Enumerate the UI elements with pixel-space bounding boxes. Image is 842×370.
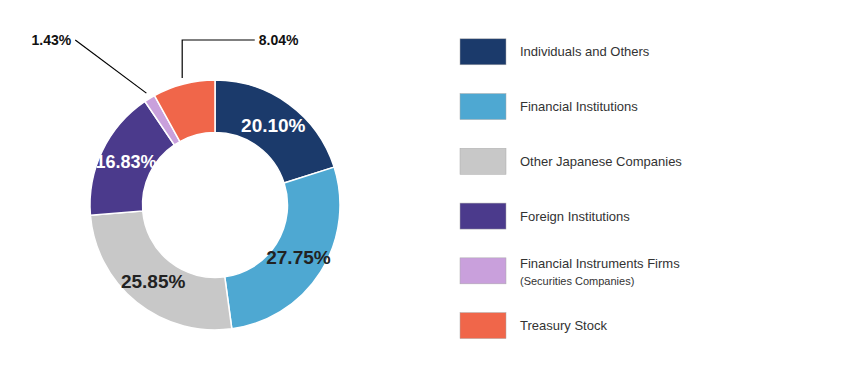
legend-item: Treasury Stock: [460, 313, 607, 339]
data-label: 20.10%: [241, 115, 306, 136]
data-labels: 20.10% 27.75% 25.85% 16.83% 1.43% 8.04%: [32, 32, 331, 292]
data-label: 8.04%: [259, 32, 299, 48]
legend-label-part: Financial Instruments Firms: [520, 255, 683, 270]
leader-line: [75, 40, 146, 93]
legend-label: Foreign Institutions: [520, 209, 630, 224]
slice: [90, 211, 231, 330]
data-label: 27.75%: [266, 247, 331, 268]
legend-item: Other Japanese Companies: [460, 148, 682, 174]
legend-label: Financial Institutions: [520, 99, 638, 114]
legend-item: Financial Instruments Firms (Securities …: [460, 255, 683, 287]
legend-swatch: [460, 258, 506, 284]
background: [0, 0, 842, 370]
legend-swatch: [460, 148, 506, 174]
legend-label: Other Japanese Companies: [520, 154, 682, 169]
legend-label: Financial Instruments Firms (Securities …: [520, 255, 683, 287]
legend: Individuals and Others Financial Institut…: [460, 39, 683, 339]
leader-line: [182, 40, 255, 78]
legend-item: Financial Institutions: [460, 94, 638, 120]
data-label: 25.85%: [121, 271, 186, 292]
slice: [155, 80, 215, 142]
legend-item: Individuals and Others: [460, 39, 650, 65]
legend-swatch: [460, 39, 506, 65]
data-label: 16.83%: [95, 152, 156, 172]
donut: [90, 80, 340, 330]
legend-swatch: [460, 94, 506, 120]
legend-swatch: [460, 203, 506, 229]
legend-label: Treasury Stock: [520, 318, 607, 333]
data-label: 1.43%: [32, 32, 72, 48]
legend-item: Foreign Institutions: [460, 203, 630, 229]
chart: 20.10% 27.75% 25.85% 16.83% 1.43% 8.04% Indivi…: [0, 0, 842, 370]
legend-label-part: (Securities Companies): [520, 275, 634, 287]
legend-label: Individuals and Others: [520, 44, 650, 59]
slice: [215, 80, 334, 183]
legend-swatch: [460, 313, 506, 339]
slice: [225, 167, 340, 329]
